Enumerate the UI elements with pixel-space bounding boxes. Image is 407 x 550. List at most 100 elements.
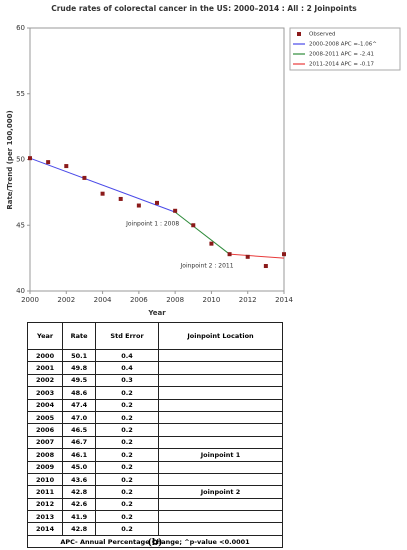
table-row: 2004 47.4 0.2 <box>26 398 283 412</box>
table-cell: 0.2 <box>95 485 160 499</box>
table-row: 2009 45.0 0.2 <box>26 460 283 474</box>
chart: Crude rates of colorectal cancer in the … <box>6 4 401 317</box>
trend-line <box>174 211 230 255</box>
table-cell <box>158 423 283 437</box>
table-cell: 0.2 <box>95 510 160 524</box>
table-row: 2002 49.5 0.3 <box>26 373 283 388</box>
y-tick-label: 55 <box>16 90 25 98</box>
table-cell: 46.7 <box>62 435 97 450</box>
legend-label: 2011-2014 APC = -0.17 <box>309 62 374 68</box>
table-cell: 0.2 <box>95 386 160 400</box>
table-cell: 42.6 <box>62 497 97 512</box>
table-cell: 2001 <box>26 361 64 375</box>
legend-label: 2000-2008 APC =-1.06^ <box>309 42 377 48</box>
observed-point <box>155 200 159 205</box>
table-cell <box>158 410 283 425</box>
joinpoint-annotation: Joinpoint 1 : 2008 <box>125 221 179 228</box>
y-axis-label: Rate/Trend (per 100,000) <box>6 110 14 209</box>
x-tick-label: 2004 <box>94 296 112 304</box>
table-cell: 47.0 <box>62 410 97 425</box>
table-row: 2003 48.6 0.2 <box>26 386 283 400</box>
table-cell: 49.5 <box>62 373 97 388</box>
table-cell: Std Error <box>95 322 160 350</box>
table-cell: 2014 <box>26 522 64 536</box>
table-cell: 2007 <box>26 435 64 450</box>
legend-marker <box>297 32 301 36</box>
observed-point <box>191 223 196 228</box>
table-cell: 0.2 <box>95 435 160 450</box>
table-cell: 2013 <box>26 510 64 524</box>
observed-point <box>227 252 232 257</box>
table-row: 2010 43.6 0.2 <box>26 472 283 487</box>
observed-point <box>118 196 123 201</box>
table-row: 2008 46.1 0.2 Joinpoint 1 <box>26 448 283 462</box>
table-cell <box>158 460 283 474</box>
table-cell <box>158 398 283 412</box>
table-cell: 2002 <box>26 373 64 388</box>
table-cell: 2003 <box>26 386 64 400</box>
trend-line <box>29 157 176 213</box>
observed-point <box>209 241 214 246</box>
y-tick-label: 45 <box>16 221 25 229</box>
table-cell: 0.2 <box>95 410 160 425</box>
table-cell <box>158 386 283 400</box>
chart-title: Crude rates of colorectal cancer in the … <box>51 4 357 13</box>
x-tick-label: 2014 <box>275 296 293 304</box>
table-cell <box>158 361 283 375</box>
x-tick-label: 2000 <box>21 296 39 304</box>
table-cell: Year <box>26 322 64 350</box>
y-tick-label: 60 <box>16 24 25 32</box>
table-cell: 0.2 <box>95 398 160 412</box>
table-cell: 49.8 <box>62 361 97 375</box>
table-cell: Rate <box>62 322 97 350</box>
table-cell: Joinpoint 1 <box>158 448 283 462</box>
table-row: 2001 49.8 0.4 <box>26 361 283 375</box>
x-tick-label: 2002 <box>57 296 75 304</box>
table-row: 2012 42.6 0.2 <box>26 497 283 512</box>
table-cell: 0.2 <box>95 472 160 487</box>
table-cell: 42.8 <box>62 522 97 536</box>
table-cell <box>158 497 283 512</box>
table-cell: 2005 <box>26 410 64 425</box>
table-cell: 0.3 <box>95 373 160 388</box>
table-cell: 42.8 <box>62 485 97 499</box>
table-cell: 0.2 <box>95 460 160 474</box>
observed-point <box>28 156 32 161</box>
table-cell: Joinpoint 2 <box>158 485 283 499</box>
table-row: 2013 41.9 0.2 <box>26 510 283 524</box>
table-row: APC- Annual Percentage Change; ^p-value … <box>27 534 283 549</box>
table-cell <box>158 435 283 450</box>
table-cell <box>158 510 283 524</box>
table-cell: 2006 <box>26 423 64 437</box>
observed-point <box>46 160 51 165</box>
table-cell: 0.2 <box>95 497 160 512</box>
observed-point <box>282 252 286 257</box>
table-cell: 47.4 <box>62 398 97 412</box>
table-cell: 46.1 <box>62 448 97 462</box>
table-cell: 2009 <box>26 460 64 474</box>
table-row: 2014 42.8 0.2 <box>26 522 283 536</box>
table-cell <box>158 522 283 536</box>
legend-label: 2008-2011 APC = -2.41 <box>309 52 374 58</box>
table-cell <box>158 348 283 363</box>
x-tick-label: 2012 <box>239 296 257 304</box>
table-cell: 0.2 <box>95 423 160 437</box>
trend-line <box>229 253 285 259</box>
table-cell: 0.4 <box>95 348 160 363</box>
table-row: 2000 50.1 0.4 <box>26 348 283 363</box>
x-tick-label: 2008 <box>166 296 184 304</box>
legend-box <box>289 27 401 71</box>
table-cell: 2008 <box>26 448 64 462</box>
observed-point <box>245 254 250 259</box>
table-row: Year Rate Std Error Joinpoint Location <box>26 322 283 350</box>
table-cell: 50.1 <box>62 348 97 363</box>
observed-point <box>64 164 69 169</box>
table-cell: 2011 <box>26 485 64 499</box>
y-tick-label: 50 <box>16 156 25 164</box>
table-cell: 0.2 <box>95 448 160 462</box>
table-cell: 48.6 <box>62 386 97 400</box>
table-cell: 43.6 <box>62 472 97 487</box>
table-row: 2006 46.5 0.2 <box>26 423 283 437</box>
table-footer: APC- Annual Percentage Change; ^p-value … <box>27 534 283 549</box>
